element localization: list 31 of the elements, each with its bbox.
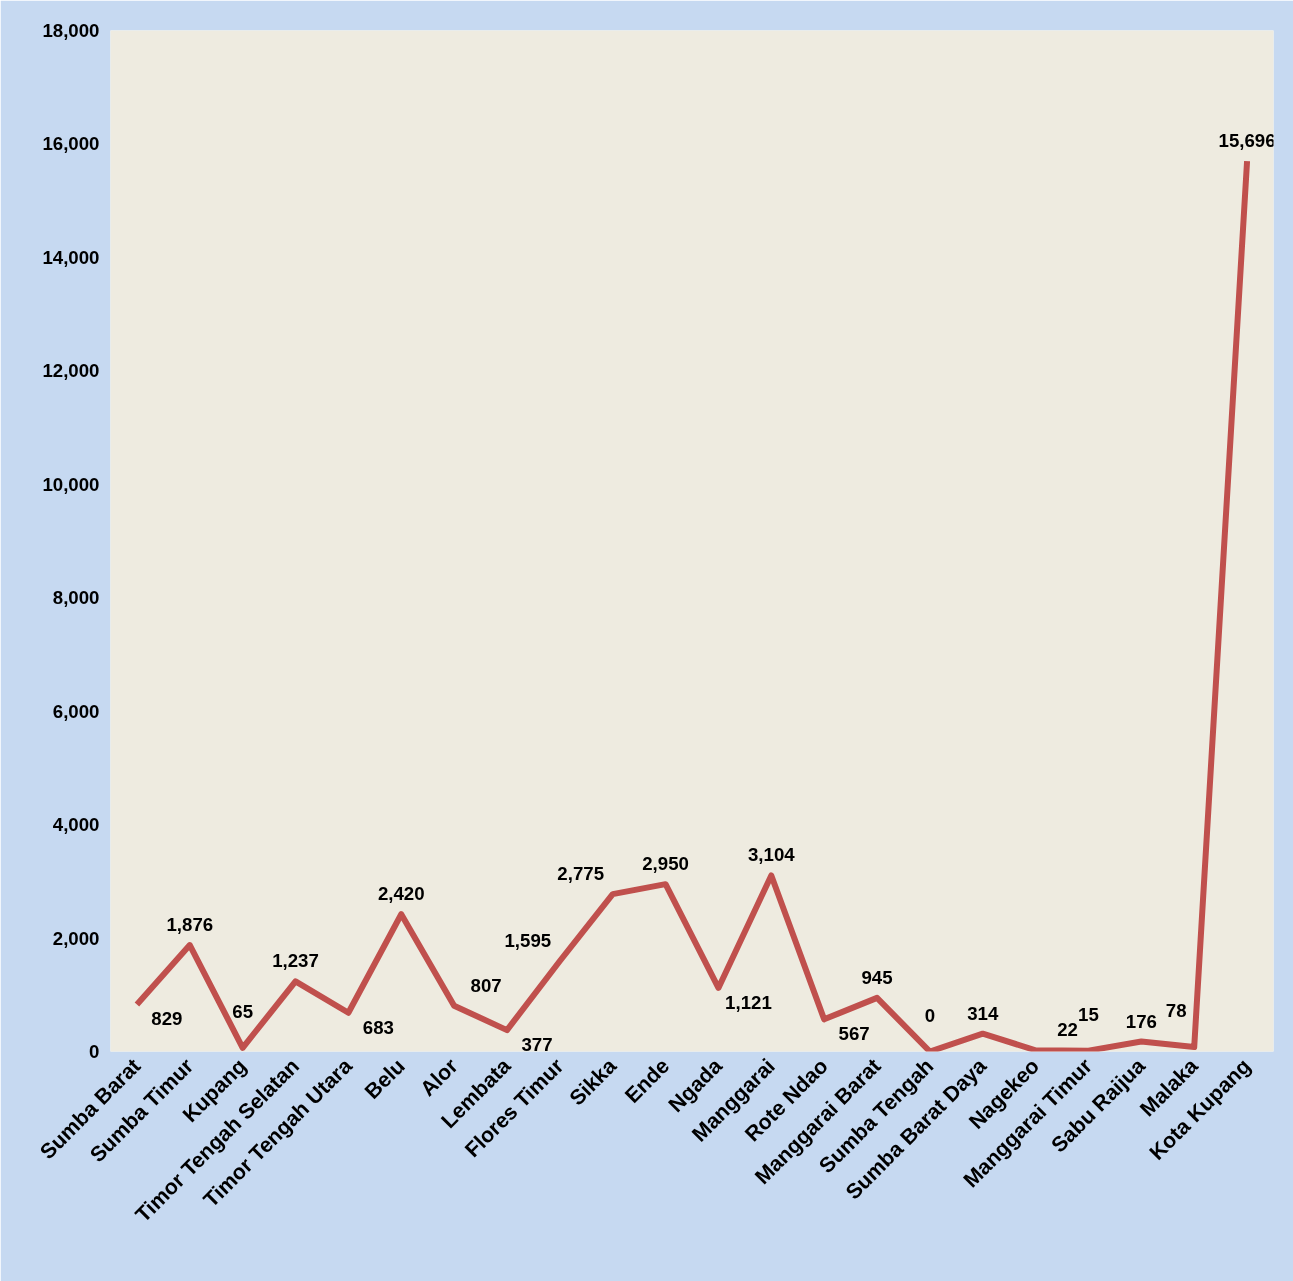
data-label: 1,121 [725,991,772,1013]
data-label: 829 [151,1008,183,1030]
data-label: 1,595 [504,930,552,952]
data-label: 314 [967,1002,999,1024]
data-label: 567 [838,1023,870,1045]
data-label: 2,950 [642,853,689,875]
y-tick-label: 14,000 [42,246,100,268]
data-label: 1,876 [166,914,214,936]
y-tick-label: 12,000 [42,360,100,382]
y-tick-label: 18,000 [42,20,100,41]
y-tick-label: 0 [89,1041,100,1062]
data-label: 15 [1078,1003,1099,1025]
data-label: 0 [924,1004,936,1026]
data-label: 377 [521,1034,553,1056]
y-tick-label: 2,000 [52,927,100,949]
data-label: 3,104 [747,844,796,866]
data-label: 683 [362,1016,394,1038]
data-label: 78 [1165,1000,1187,1022]
data-label: 65 [232,1000,254,1022]
y-tick-label: 16,000 [42,133,100,155]
data-label: 2,420 [377,883,425,905]
y-tick-label: 8,000 [52,587,100,609]
data-label: 22 [1057,1019,1078,1041]
y-tick-label: 4,000 [52,814,100,836]
data-label: 1,237 [272,950,319,972]
data-label: 945 [861,966,893,988]
data-label: 807 [470,974,502,996]
data-label: 176 [1125,1010,1157,1032]
y-tick-label: 10,000 [42,473,100,495]
y-tick-label: 6,000 [52,700,100,722]
data-label: 2,775 [557,863,605,885]
